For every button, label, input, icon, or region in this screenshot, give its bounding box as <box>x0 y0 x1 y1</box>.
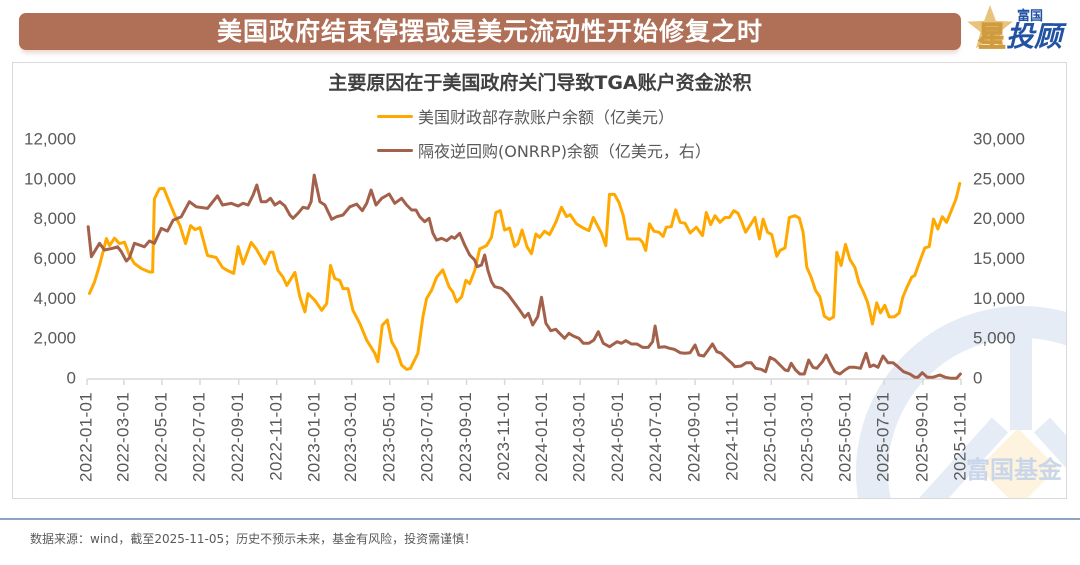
x-tick-label: 2023-01-01 <box>304 392 323 482</box>
chart-title: 主要原因在于美国政府关门导致TGA账户资金淤积 <box>328 72 752 94</box>
y-right-tick-label: 25,000 <box>973 169 1025 188</box>
x-tick-label: 2022-07-01 <box>189 392 208 482</box>
series-layer <box>86 173 962 380</box>
x-tick-label: 2024-03-01 <box>570 392 589 482</box>
footer-divider <box>0 518 1080 520</box>
x-tick-label: 2025-11-01 <box>950 392 969 481</box>
series-line-tga-balance <box>88 181 962 371</box>
x-tick-label: 2022-05-01 <box>151 392 170 482</box>
watermark-logo: 富国基金 <box>856 306 1066 498</box>
x-tick-label: 2025-05-01 <box>836 392 855 482</box>
y-left-tick-label: 2,000 <box>33 329 76 348</box>
y-left-tick-label: 10,000 <box>24 169 76 188</box>
legend-item-tga: 美国财政部存款账户余额（亿美元） <box>377 106 675 127</box>
y-left-tick-label: 8,000 <box>33 209 76 228</box>
x-tick-label: 2023-03-01 <box>341 392 360 482</box>
legend-label-tga: 美国财政部存款账户余额（亿美元） <box>418 108 675 127</box>
x-tick-label: 2023-05-01 <box>379 392 398 482</box>
x-tick-label: 2022-01-01 <box>76 392 95 482</box>
x-axis-ticks: 2022-01-01 2022-03-01 2022-05-01 2022-07-01… <box>76 379 969 482</box>
y-right-tick-label: 5,000 <box>973 329 1016 348</box>
x-tick-label: 2025-07-01 <box>874 392 893 482</box>
x-tick-label: 2022-09-01 <box>228 392 247 482</box>
y-right-tick-label: 10,000 <box>973 289 1025 308</box>
x-tick-label: 2023-09-01 <box>456 392 475 482</box>
x-tick-label: 2022-11-01 <box>266 392 285 481</box>
x-tick-label: 2023-11-01 <box>494 392 513 481</box>
chart-frame <box>12 62 1067 499</box>
x-tick-label: 2025-01-01 <box>761 392 780 482</box>
watermark-stem <box>1010 318 1032 430</box>
x-tick-label: 2023-07-01 <box>417 392 436 482</box>
y-axis-left-labels: 0 2,000 4,000 6,000 8,000 10,000 12,000 <box>24 129 76 387</box>
page-title: 美国政府结束停摆或是美元流动性开始修复之时 <box>216 17 763 46</box>
y-right-tick-label: 30,000 <box>973 129 1025 148</box>
y-left-tick-label: 0 <box>67 368 76 387</box>
y-left-tick-label: 6,000 <box>33 249 76 268</box>
watermark-text: 富国基金 <box>966 456 1063 484</box>
legend-item-onrrp: 隔夜逆回购(ONRRP)余额（亿美元，右） <box>377 140 711 161</box>
legend-swatch-tga <box>377 114 413 118</box>
y-left-tick-label: 12,000 <box>24 129 76 148</box>
brand-small-text: 富国 <box>1017 8 1043 24</box>
star-icon <box>967 5 1013 49</box>
brand-star-char: 星 <box>978 20 1006 53</box>
x-tick-label: 2025-09-01 <box>912 392 931 482</box>
series-line-onrrp-balance <box>86 173 962 380</box>
x-tick-label: 2024-01-01 <box>532 392 551 482</box>
x-tick-label: 2022-03-01 <box>113 392 132 482</box>
brand-logo: 富国 星 投顾 <box>967 5 1067 53</box>
watermark-arm-left <box>919 417 1009 498</box>
watermark-arm-right <box>1033 417 1066 468</box>
x-tick-label: 2024-05-01 <box>608 392 627 482</box>
brand-main-text: 投顾 <box>1006 20 1067 53</box>
y-left-tick-label: 4,000 <box>33 289 76 308</box>
legend-swatch-onrrp <box>377 148 413 152</box>
title-banner: 美国政府结束停摆或是美元流动性开始修复之时 <box>19 13 961 50</box>
watermark-diamond <box>978 428 1058 498</box>
legend-label-onrrp: 隔夜逆回购(ONRRP)余额（亿美元，右） <box>418 142 711 161</box>
x-tick-label: 2024-09-01 <box>685 392 704 482</box>
x-tick-label: 2024-11-01 <box>723 392 742 481</box>
x-tick-label: 2025-03-01 <box>798 392 817 482</box>
y-right-tick-label: 20,000 <box>973 209 1025 228</box>
y-axis-right-labels: 0 5,000 10,000 15,000 20,000 25,000 30,000 <box>973 129 1025 387</box>
y-right-tick-label: 0 <box>973 368 982 387</box>
x-tick-label: 2024-07-01 <box>646 392 665 482</box>
y-right-tick-label: 15,000 <box>973 249 1025 268</box>
footer-source-note: 数据来源：wind，截至2025-11-05；历史不预示未来，基金有风险，投资需… <box>30 532 477 546</box>
